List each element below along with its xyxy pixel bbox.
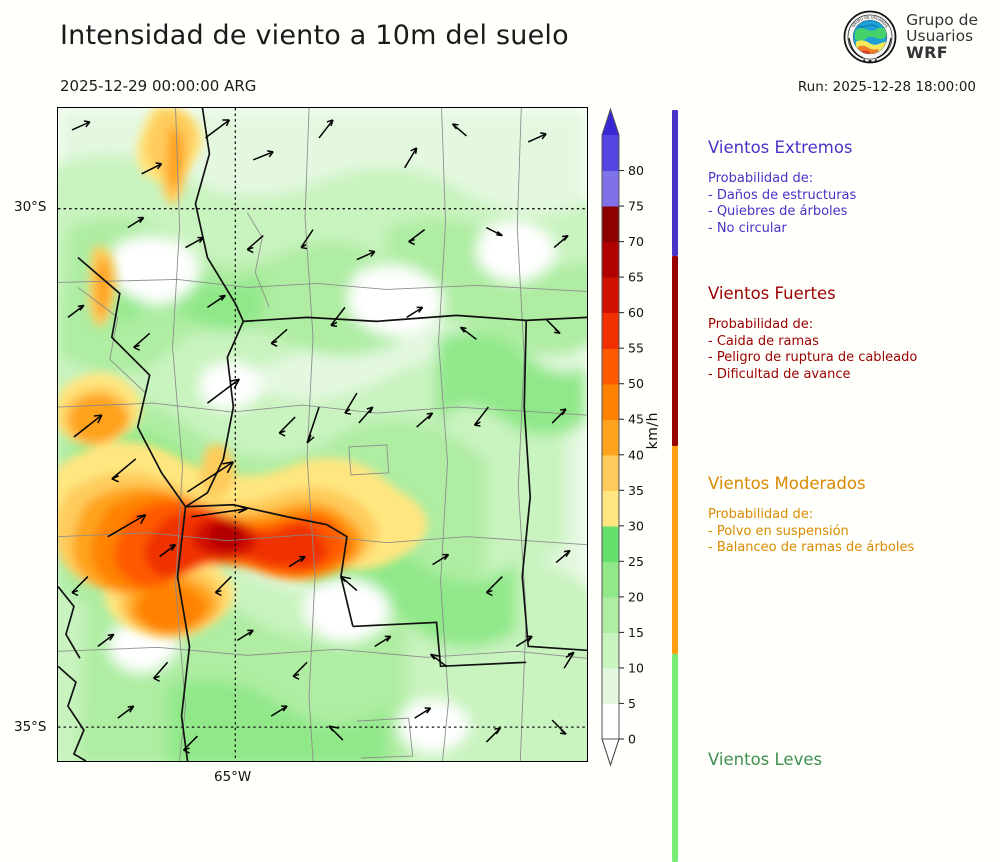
lat-label-35s: 35°S (14, 719, 47, 735)
legend-title-leves: Vientos Leves (708, 750, 823, 769)
legend-body-leves: Vientos Leves (678, 654, 822, 862)
lon-label-65w: 65°W (214, 769, 252, 785)
svg-text:40: 40 (628, 447, 644, 462)
svg-text:65: 65 (628, 270, 644, 285)
svg-text:0: 0 (628, 732, 636, 747)
legend-color-bar-moderados (672, 446, 678, 654)
map-canvas (58, 108, 587, 761)
svg-text:10: 10 (628, 660, 644, 675)
legend-list-item: - Quiebres de árboles (708, 204, 848, 220)
logo-line-2: Usuarios (906, 26, 974, 45)
svg-text:45: 45 (628, 412, 644, 427)
legend-list-fuertes: Probabilidad de: - Caida de ramas - Peligr… (708, 307, 917, 384)
page-title: Intensidad de viento a 10m del suelo (60, 20, 569, 51)
colorbar-unit-label: km/h (645, 412, 661, 450)
legend-list-extremos: Probabilidad de: - Daños de estructuras - … (708, 161, 856, 238)
svg-text:75: 75 (628, 199, 644, 214)
logo-line-3: WRF (906, 42, 948, 62)
legend-list-item: - Polvo en suspensión (708, 523, 849, 539)
legend-color-bar-leves (672, 654, 678, 862)
colorbar-svg: 0 5 10 15 20 25 30 35 40 45 50 55 60 65 70 75 80 (601, 107, 644, 767)
logo-line-1: Grupo de (906, 11, 978, 30)
svg-text:55: 55 (628, 341, 644, 356)
legend-list-item: - Peligro de ruptura de cableado (708, 350, 918, 366)
svg-text:30: 30 (628, 518, 644, 533)
wind-speed-colorbar: 0 5 10 15 20 25 30 35 40 45 50 55 60 65 70 75 80 (600, 107, 666, 767)
legend-section-extremos: Vientos Extremos Probabilidad de: - Daños … (672, 110, 1000, 256)
legend-title-fuertes: Vientos Fuertes (708, 284, 836, 303)
svg-text:50: 50 (628, 376, 644, 391)
legend-body-moderados: Vientos Moderados Probabilidad de: - Polvo… (678, 446, 914, 654)
svg-text:35: 35 (628, 483, 644, 498)
legend-section-moderados: Vientos Moderados Probabilidad de: - Polvo… (672, 446, 1000, 654)
valid-time-label: 2025-12-29 00:00:00 ARG (60, 77, 257, 95)
svg-text:25: 25 (628, 554, 644, 569)
legend-color-bar-fuertes (672, 256, 678, 446)
svg-text:70: 70 (628, 234, 644, 249)
legend-title-moderados: Vientos Moderados (708, 474, 866, 493)
legend-title-extremos: Vientos Extremos (708, 138, 853, 157)
legend-body-extremos: Vientos Extremos Probabilidad de: - Daños … (678, 110, 856, 256)
lat-label-30s: 30°S (14, 199, 47, 215)
legend-list-item: - Daños de estructuras (708, 187, 857, 203)
wrf-seal-globe-icon: GRUPO DE USUARIOS (843, 10, 897, 64)
legend-body-fuertes: Vientos Fuertes Probabilidad de: - Caida d… (678, 256, 917, 446)
wrf-logo: GRUPO DE USUARIOS Grupo de Usuarios WRF (841, 8, 978, 66)
legend-list-heading-moderados: Probabilidad de: (708, 507, 814, 522)
logo-text: Grupo de Usuarios WRF (906, 11, 978, 62)
svg-text:5: 5 (628, 696, 636, 711)
legend-list-item: - No circular (708, 220, 787, 236)
legend-list-heading-fuertes: Probabilidad de: (708, 317, 814, 332)
legend-section-fuertes: Vientos Fuertes Probabilidad de: - Caida d… (672, 256, 1000, 446)
run-time-label: Run: 2025-12-28 18:00:00 (797, 79, 976, 95)
legend-list-item: - Dificultad de avance (708, 366, 851, 382)
legend-color-bar-extremos (672, 110, 678, 256)
legend-section-leves: Vientos Leves (672, 654, 1000, 862)
svg-text:15: 15 (628, 625, 644, 640)
svg-text:80: 80 (628, 163, 644, 178)
wind-intensity-map[interactable] (57, 107, 588, 762)
svg-text:20: 20 (628, 589, 644, 604)
wind-category-legend: Vientos Extremos Probabilidad de: - Daños … (672, 107, 1000, 862)
legend-list-item: - Balanceo de ramas de árboles (708, 540, 915, 556)
svg-text:60: 60 (628, 305, 644, 320)
legend-list-item: - Caida de ramas (708, 333, 819, 349)
legend-list-heading-extremos: Probabilidad de: (708, 171, 814, 186)
legend-list-moderados: Probabilidad de: - Polvo en suspensión - B… (708, 497, 914, 557)
